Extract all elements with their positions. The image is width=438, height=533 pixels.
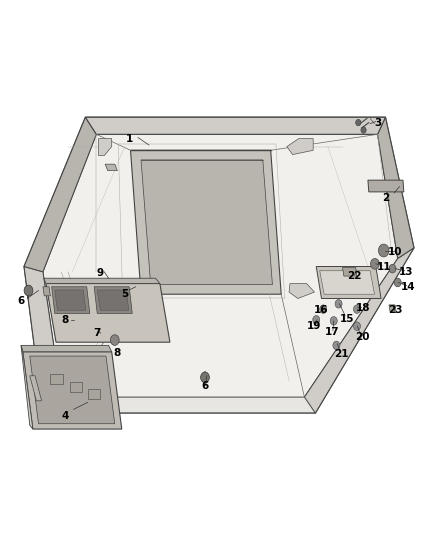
Circle shape [394,278,401,287]
Polygon shape [287,139,313,155]
Polygon shape [99,139,112,156]
Polygon shape [320,271,374,294]
Polygon shape [43,287,50,296]
Text: 23: 23 [388,305,403,315]
Text: 11: 11 [376,262,391,271]
Circle shape [201,372,209,383]
Circle shape [320,305,327,313]
Text: 5: 5 [121,289,128,299]
Text: 6: 6 [201,382,208,391]
Circle shape [389,264,396,273]
Text: 16: 16 [313,305,328,315]
Polygon shape [30,376,42,401]
Polygon shape [378,117,414,259]
Polygon shape [304,248,414,413]
Polygon shape [105,164,117,171]
Text: 20: 20 [355,332,370,342]
Polygon shape [368,180,404,192]
Polygon shape [23,352,122,429]
Text: 18: 18 [355,303,370,313]
Polygon shape [24,266,61,413]
Polygon shape [94,287,132,313]
Polygon shape [85,117,385,134]
Polygon shape [24,117,96,272]
Text: 9: 9 [96,268,103,278]
Circle shape [356,119,361,126]
Text: 1: 1 [126,134,133,143]
Text: 7: 7 [94,328,101,338]
Polygon shape [389,305,396,312]
Polygon shape [316,266,381,298]
Polygon shape [21,345,112,352]
Text: 15: 15 [339,314,354,324]
Polygon shape [343,268,357,276]
Text: 8: 8 [114,348,121,358]
Text: 17: 17 [325,327,339,336]
Circle shape [330,317,337,325]
Circle shape [110,335,119,345]
Polygon shape [55,290,86,310]
Circle shape [335,300,342,308]
Text: 19: 19 [307,321,321,331]
Text: 14: 14 [401,282,416,292]
Text: 13: 13 [399,267,414,277]
Polygon shape [52,287,90,313]
Polygon shape [21,345,33,429]
Text: 3: 3 [374,118,381,127]
Polygon shape [24,117,414,413]
Polygon shape [44,278,160,284]
Bar [88,389,100,399]
Polygon shape [46,284,170,342]
Text: 22: 22 [346,271,361,281]
Text: 10: 10 [388,247,403,256]
Polygon shape [30,356,115,424]
Text: 4: 4 [61,411,68,421]
Bar [50,374,63,384]
Polygon shape [97,290,129,310]
Text: 8: 8 [61,315,68,325]
Circle shape [24,285,33,296]
Circle shape [378,244,389,257]
Polygon shape [141,160,272,285]
Text: 2: 2 [382,193,389,203]
Circle shape [313,316,320,324]
Text: 21: 21 [334,350,349,359]
Text: 6: 6 [18,296,25,306]
Polygon shape [131,150,281,294]
Circle shape [361,127,366,133]
Polygon shape [43,134,398,397]
Polygon shape [289,284,314,298]
Circle shape [353,322,360,330]
Circle shape [353,305,360,313]
Circle shape [333,341,340,350]
Circle shape [371,259,379,269]
Bar [70,382,82,392]
